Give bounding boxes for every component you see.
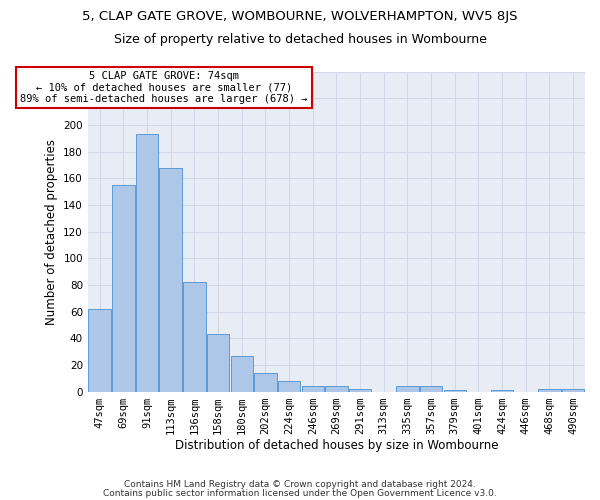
Bar xyxy=(136,134,158,392)
Bar xyxy=(183,282,206,392)
Bar xyxy=(254,373,277,392)
Bar xyxy=(396,386,419,392)
Bar xyxy=(562,389,584,392)
Bar xyxy=(278,381,301,392)
Bar xyxy=(112,185,134,392)
Y-axis label: Number of detached properties: Number of detached properties xyxy=(45,138,58,324)
Bar xyxy=(207,334,229,392)
Bar xyxy=(160,168,182,392)
Text: Size of property relative to detached houses in Wombourne: Size of property relative to detached ho… xyxy=(113,32,487,46)
Bar xyxy=(230,356,253,392)
Bar xyxy=(325,386,347,392)
Text: Contains public sector information licensed under the Open Government Licence v3: Contains public sector information licen… xyxy=(103,490,497,498)
Bar xyxy=(302,386,324,392)
Text: 5, CLAP GATE GROVE, WOMBOURNE, WOLVERHAMPTON, WV5 8JS: 5, CLAP GATE GROVE, WOMBOURNE, WOLVERHAM… xyxy=(82,10,518,23)
Bar xyxy=(420,386,442,392)
Text: 5 CLAP GATE GROVE: 74sqm
← 10% of detached houses are smaller (77)
89% of semi-d: 5 CLAP GATE GROVE: 74sqm ← 10% of detach… xyxy=(20,71,307,104)
Bar xyxy=(491,390,514,392)
Bar xyxy=(443,390,466,392)
X-axis label: Distribution of detached houses by size in Wombourne: Distribution of detached houses by size … xyxy=(175,440,498,452)
Text: Contains HM Land Registry data © Crown copyright and database right 2024.: Contains HM Land Registry data © Crown c… xyxy=(124,480,476,489)
Bar xyxy=(538,389,561,392)
Bar xyxy=(88,309,111,392)
Bar xyxy=(349,389,371,392)
